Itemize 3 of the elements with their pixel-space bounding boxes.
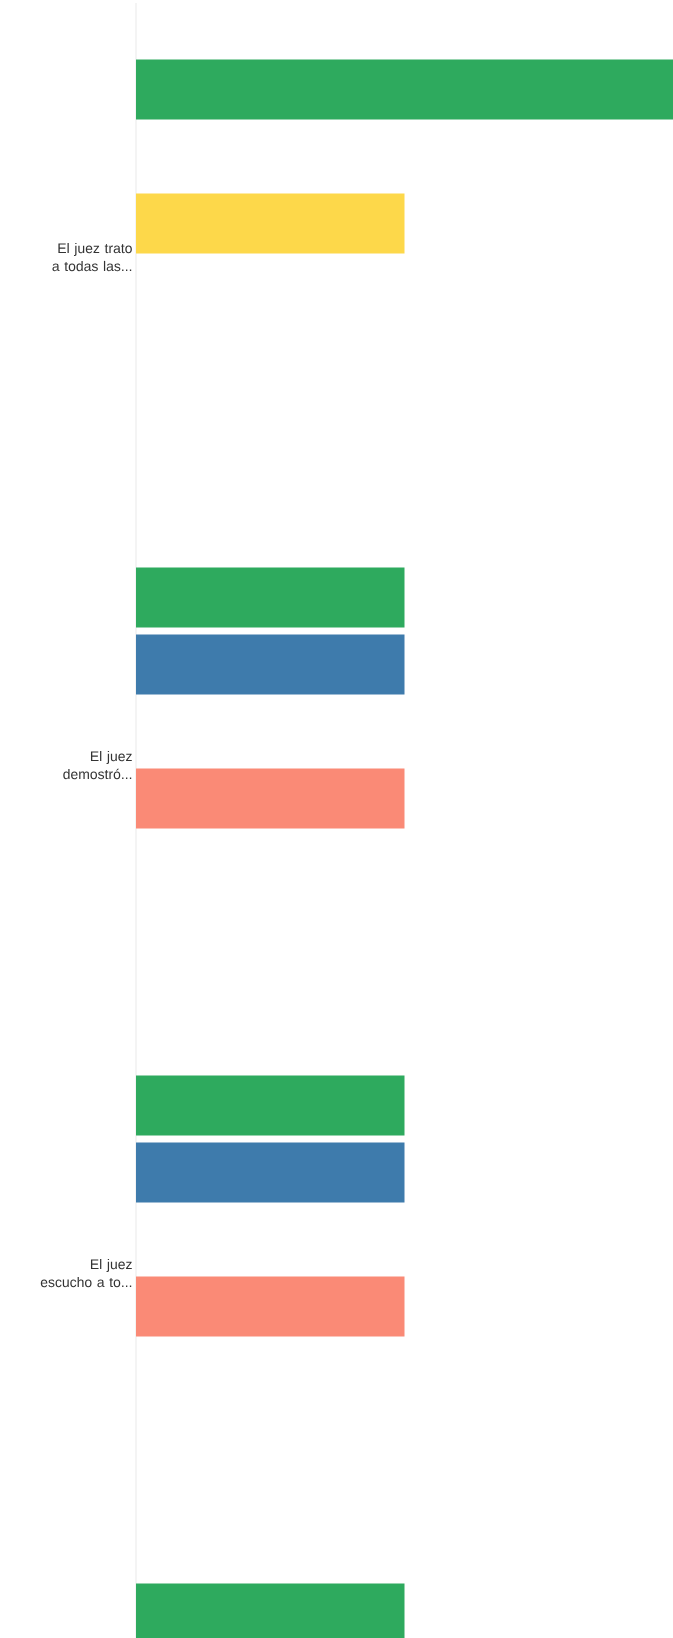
y-tick-label: El juez trato a todas las... <box>52 242 132 272</box>
y-tick-label: El juez escucho a to... <box>40 1258 132 1288</box>
y-tick-label: El juez demostró... <box>63 750 132 780</box>
